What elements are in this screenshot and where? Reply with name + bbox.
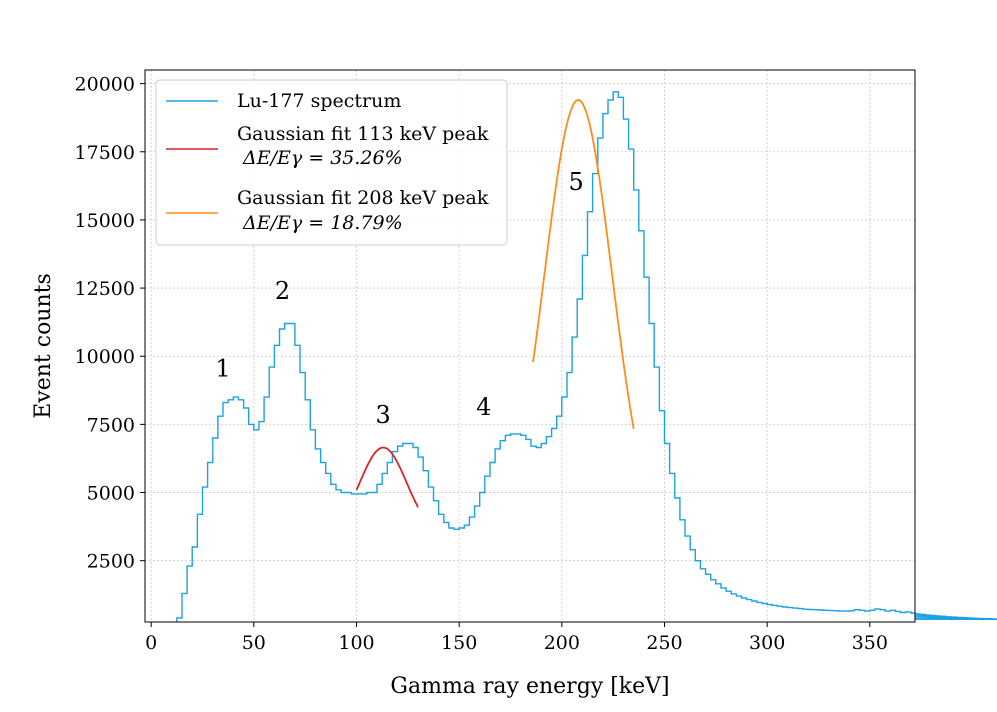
legend-label-fit-113: Gaussian fit 113 keV peak bbox=[237, 123, 489, 145]
peak-annotations: 1 2 3 4 5 bbox=[215, 168, 583, 429]
x-tick-label: 250 bbox=[646, 632, 682, 654]
x-tick-label: 300 bbox=[749, 632, 785, 654]
legend-label-fit-208: Gaussian fit 208 keV peak bbox=[237, 187, 489, 209]
x-tick-label: 100 bbox=[338, 632, 374, 654]
legend-resolution-208: ΔE/Eγ = 18.79% bbox=[242, 212, 403, 234]
peak-label-4: 4 bbox=[476, 393, 491, 421]
peak-label-3: 3 bbox=[376, 401, 391, 429]
y-tick-label: 5000 bbox=[87, 483, 135, 505]
x-tick-label: 0 bbox=[145, 632, 157, 654]
legend-label-spectrum: Lu-177 spectrum bbox=[237, 90, 401, 112]
plot-area bbox=[176, 91, 997, 622]
y-tick-label: 12500 bbox=[75, 278, 135, 300]
peak-label-1: 1 bbox=[215, 355, 230, 383]
spectrum-histogram-line bbox=[176, 91, 997, 622]
legend: Lu-177 spectrum Gaussian fit 113 keV pea… bbox=[155, 79, 508, 246]
legend-box bbox=[155, 79, 508, 246]
legend-resolution-113: ΔE/Eγ = 35.26% bbox=[242, 147, 403, 169]
gaussian-fit-208-curve bbox=[532, 99, 635, 430]
peak-label-5: 5 bbox=[569, 168, 584, 196]
x-tick-label: 200 bbox=[544, 632, 580, 654]
y-tick-label: 2500 bbox=[87, 551, 135, 573]
x-tick-label: 150 bbox=[441, 632, 477, 654]
gaussian-fit-113-curve bbox=[355, 446, 419, 508]
x-tick-label: 50 bbox=[242, 632, 266, 654]
y-tick-label: 17500 bbox=[75, 142, 135, 164]
y-tick-label: 20000 bbox=[75, 74, 135, 96]
y-axis-label: Event counts bbox=[31, 273, 56, 419]
x-tick-label: 350 bbox=[852, 632, 888, 654]
x-axis-label: Gamma ray energy [keV] bbox=[390, 674, 669, 699]
peak-label-2: 2 bbox=[275, 277, 290, 305]
y-tick-label: 10000 bbox=[75, 346, 135, 368]
y-tick-label: 15000 bbox=[75, 210, 135, 232]
y-tick-label: 7500 bbox=[87, 414, 135, 436]
axis-ticks: 0 50 100 150 200 250 300 3502500500075001000012… bbox=[75, 74, 888, 654]
plot-frame bbox=[144, 69, 916, 623]
grid-lines bbox=[145, 70, 915, 622]
